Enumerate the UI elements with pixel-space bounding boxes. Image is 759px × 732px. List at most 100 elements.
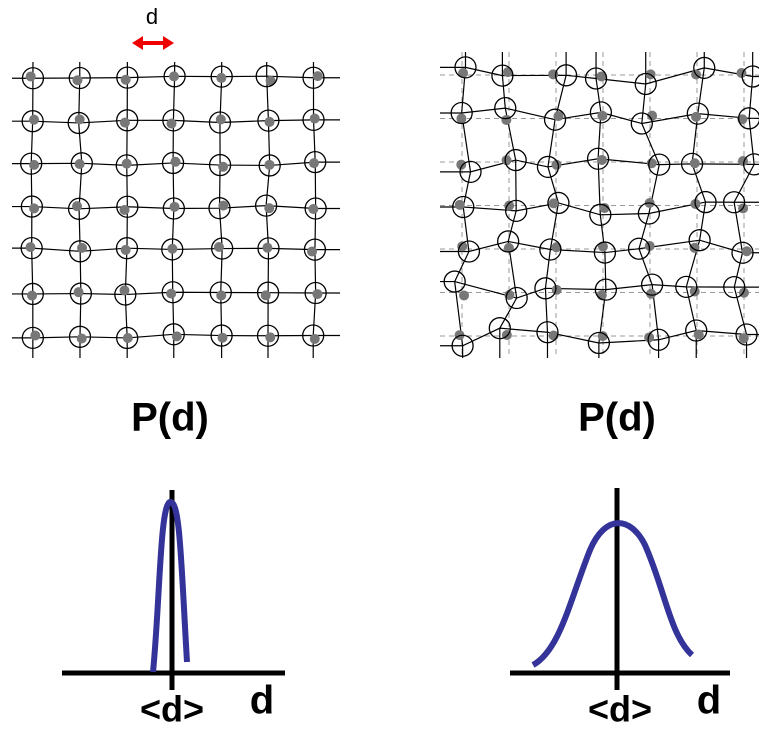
- atom: [208, 197, 231, 220]
- site: [646, 288, 657, 299]
- atom: [594, 278, 618, 301]
- atom: [630, 112, 653, 135]
- atom: [504, 148, 527, 172]
- site: [77, 242, 88, 253]
- atom: [459, 160, 482, 184]
- atom: [589, 203, 612, 226]
- atom: [593, 241, 617, 264]
- site: [503, 242, 514, 253]
- site: [454, 199, 465, 210]
- atom: [587, 331, 611, 355]
- mean-label: <d>: [140, 689, 204, 730]
- atom: [21, 282, 44, 306]
- site: [597, 331, 608, 342]
- site: [689, 158, 700, 169]
- distribution-narrow: [62, 490, 285, 690]
- site: [456, 159, 467, 170]
- atom: [536, 155, 560, 179]
- atom: [694, 190, 717, 214]
- atom: [211, 237, 234, 260]
- atom: [743, 153, 759, 176]
- atom: [254, 194, 278, 217]
- atom: [685, 319, 708, 342]
- atom: [21, 67, 45, 90]
- atom: [68, 240, 92, 263]
- site: [644, 332, 655, 343]
- site: [308, 203, 319, 214]
- atom: [304, 150, 327, 174]
- site: [168, 71, 179, 82]
- site: [119, 117, 130, 128]
- site: [119, 285, 130, 296]
- atom: [210, 65, 233, 88]
- atom: [208, 153, 232, 177]
- site: [693, 329, 704, 340]
- atom: [543, 108, 567, 131]
- atom: [115, 154, 138, 177]
- atom: [443, 270, 466, 293]
- site: [312, 71, 323, 82]
- site: [597, 110, 608, 121]
- site: [596, 71, 607, 82]
- site: [548, 198, 559, 209]
- site: [120, 74, 131, 85]
- atom: [648, 153, 671, 176]
- atom: [302, 324, 325, 347]
- atom: [647, 328, 670, 351]
- site: [691, 111, 702, 122]
- atom: [302, 108, 325, 132]
- site: [260, 290, 271, 301]
- atom: [741, 65, 759, 88]
- atom: [114, 283, 137, 306]
- atom: [589, 101, 613, 124]
- axis-label: d: [250, 679, 274, 723]
- site: [741, 246, 752, 257]
- site: [215, 114, 226, 125]
- site: [72, 201, 83, 212]
- atom: [452, 195, 475, 219]
- atom: [304, 197, 327, 220]
- site: [166, 118, 177, 129]
- site: [551, 242, 562, 253]
- atom: [257, 109, 280, 132]
- site: [218, 161, 229, 172]
- atom: [161, 281, 184, 304]
- site: [262, 242, 273, 253]
- atom: [68, 66, 91, 90]
- atom: [303, 238, 327, 261]
- site: [265, 332, 276, 343]
- atom: [302, 66, 325, 89]
- spacing-arrow: [132, 36, 174, 50]
- site: [689, 242, 700, 253]
- atom: [209, 281, 232, 304]
- atom: [162, 323, 185, 346]
- atom: [637, 202, 661, 225]
- atom: [162, 197, 185, 220]
- site: [689, 286, 700, 297]
- atom: [210, 324, 233, 347]
- site: [738, 333, 749, 344]
- site: [217, 332, 228, 343]
- atom: [547, 191, 570, 215]
- atom: [491, 64, 514, 87]
- atom: [115, 237, 139, 260]
- lattice-label: d: [146, 4, 158, 29]
- atom: [680, 152, 704, 176]
- site: [501, 114, 512, 125]
- atom: [20, 152, 43, 175]
- atom: [116, 66, 139, 89]
- site: [27, 290, 38, 301]
- site: [265, 75, 276, 86]
- atom: [737, 107, 759, 130]
- atom: [723, 275, 746, 299]
- bond-column: [638, 52, 660, 358]
- atom: [584, 67, 608, 90]
- atom: [161, 238, 184, 261]
- site: [25, 71, 36, 82]
- atom: [21, 110, 44, 133]
- site: [501, 155, 512, 166]
- atom: [163, 65, 186, 88]
- site: [119, 204, 130, 215]
- panel-title: P(d): [578, 396, 656, 440]
- atom: [554, 64, 578, 87]
